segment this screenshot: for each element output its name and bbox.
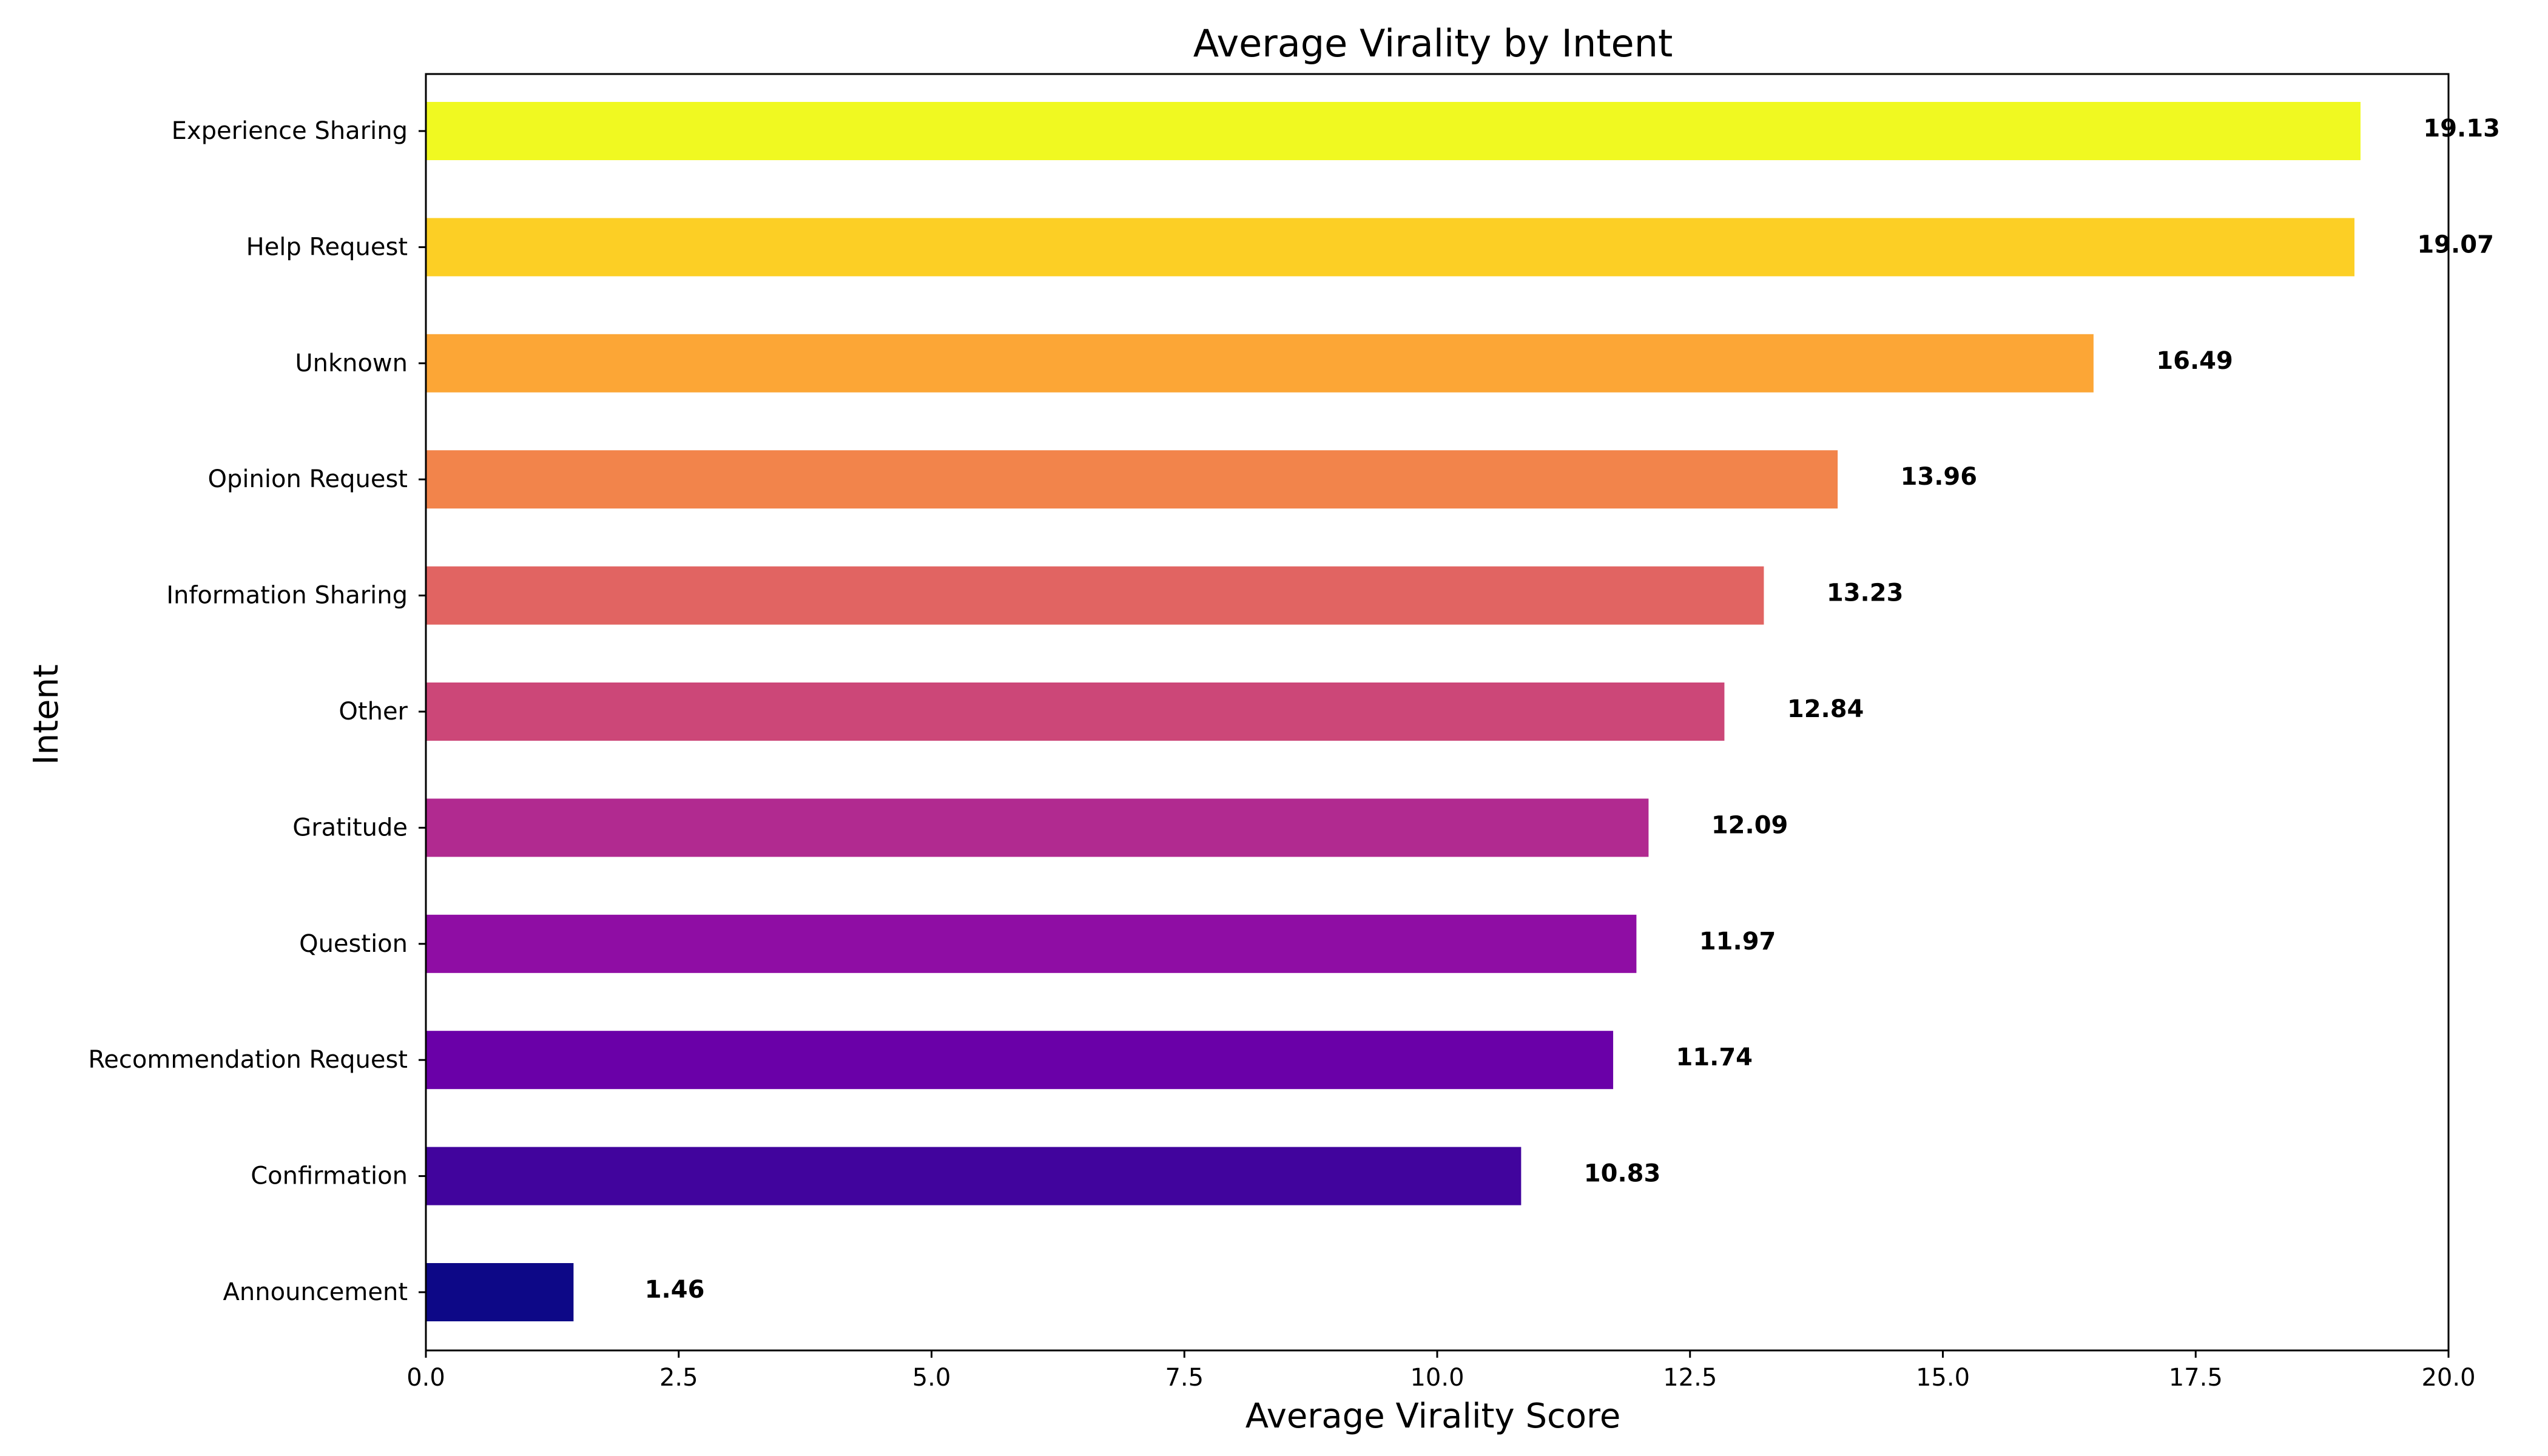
data-label-gratitude: 12.09 <box>1711 811 1788 839</box>
y-tick-label-announcement: Announcement <box>223 1278 408 1306</box>
x-tick-label: 20.0 <box>2421 1364 2475 1392</box>
y-tick-label-experience-sharing: Experience Sharing <box>172 117 408 145</box>
y-tick-label-question: Question <box>299 930 408 958</box>
x-tick-label: 17.5 <box>2169 1364 2223 1392</box>
plot-frame <box>425 73 2450 1352</box>
bar-other <box>426 682 1725 741</box>
y-tick-label-gratitude: Gratitude <box>292 814 408 841</box>
bar-question <box>426 914 1637 973</box>
y-tick-label-unknown: Unknown <box>295 349 408 377</box>
y-tick-label-confirmation: Confirmation <box>251 1162 408 1190</box>
data-label-unknown: 16.49 <box>2156 347 2233 375</box>
x-tick-label: 5.0 <box>912 1364 951 1392</box>
bar-gratitude <box>426 798 1649 857</box>
data-label-opinion-request: 13.96 <box>1901 463 1978 491</box>
data-label-question: 11.97 <box>1699 928 1776 956</box>
data-labels: 19.13 19.07 16.49 13.96 13.23 12.84 12.09 11.97… <box>645 115 2500 1304</box>
y-axis-ticks: Experience Sharing Help Request Unknown Opi… <box>88 117 426 1306</box>
x-tick-label: 7.5 <box>1165 1364 1204 1392</box>
y-tick-label-help-request: Help Request <box>246 233 408 261</box>
bars-group <box>426 102 2361 1321</box>
bar-information-sharing <box>426 566 1764 625</box>
x-tick-label: 10.0 <box>1410 1364 1464 1392</box>
data-label-help-request: 19.07 <box>2417 231 2494 258</box>
x-axis-ticks: 0.0 2.5 5.0 7.5 10.0 12.5 15.0 17.5 20.0 <box>406 1350 2476 1392</box>
x-tick-label: 0.0 <box>406 1364 445 1392</box>
y-axis-title: Intent <box>27 664 66 765</box>
x-tick-label: 15.0 <box>1916 1364 1970 1392</box>
y-tick-label-opinion-request: Opinion Request <box>208 465 408 493</box>
y-tick-label-information-sharing: Information Sharing <box>166 582 408 610</box>
data-label-announcement: 1.46 <box>645 1276 705 1304</box>
data-label-recommendation-request: 11.74 <box>1676 1043 1753 1071</box>
y-tick-label-other: Other <box>339 698 408 726</box>
bar-unknown <box>426 334 2094 393</box>
x-axis-title: Average Virality Score <box>1245 1397 1621 1436</box>
data-label-confirmation: 10.83 <box>1584 1160 1661 1188</box>
data-label-experience-sharing: 19.13 <box>2423 115 2500 143</box>
chart-title: Average Virality by Intent <box>1193 21 1673 66</box>
data-label-other: 12.84 <box>1787 695 1864 723</box>
data-label-information-sharing: 13.23 <box>1827 579 1904 607</box>
bar-experience-sharing <box>426 102 2361 160</box>
bar-recommendation-request <box>426 1031 1614 1090</box>
bar-announcement <box>426 1263 574 1321</box>
bar-confirmation <box>426 1147 1522 1205</box>
x-tick-label: 12.5 <box>1663 1364 1717 1392</box>
bar-opinion-request <box>426 450 1838 509</box>
x-tick-label: 2.5 <box>659 1364 698 1392</box>
y-tick-label-recommendation-request: Recommendation Request <box>88 1046 408 1074</box>
bar-help-request <box>426 218 2354 277</box>
